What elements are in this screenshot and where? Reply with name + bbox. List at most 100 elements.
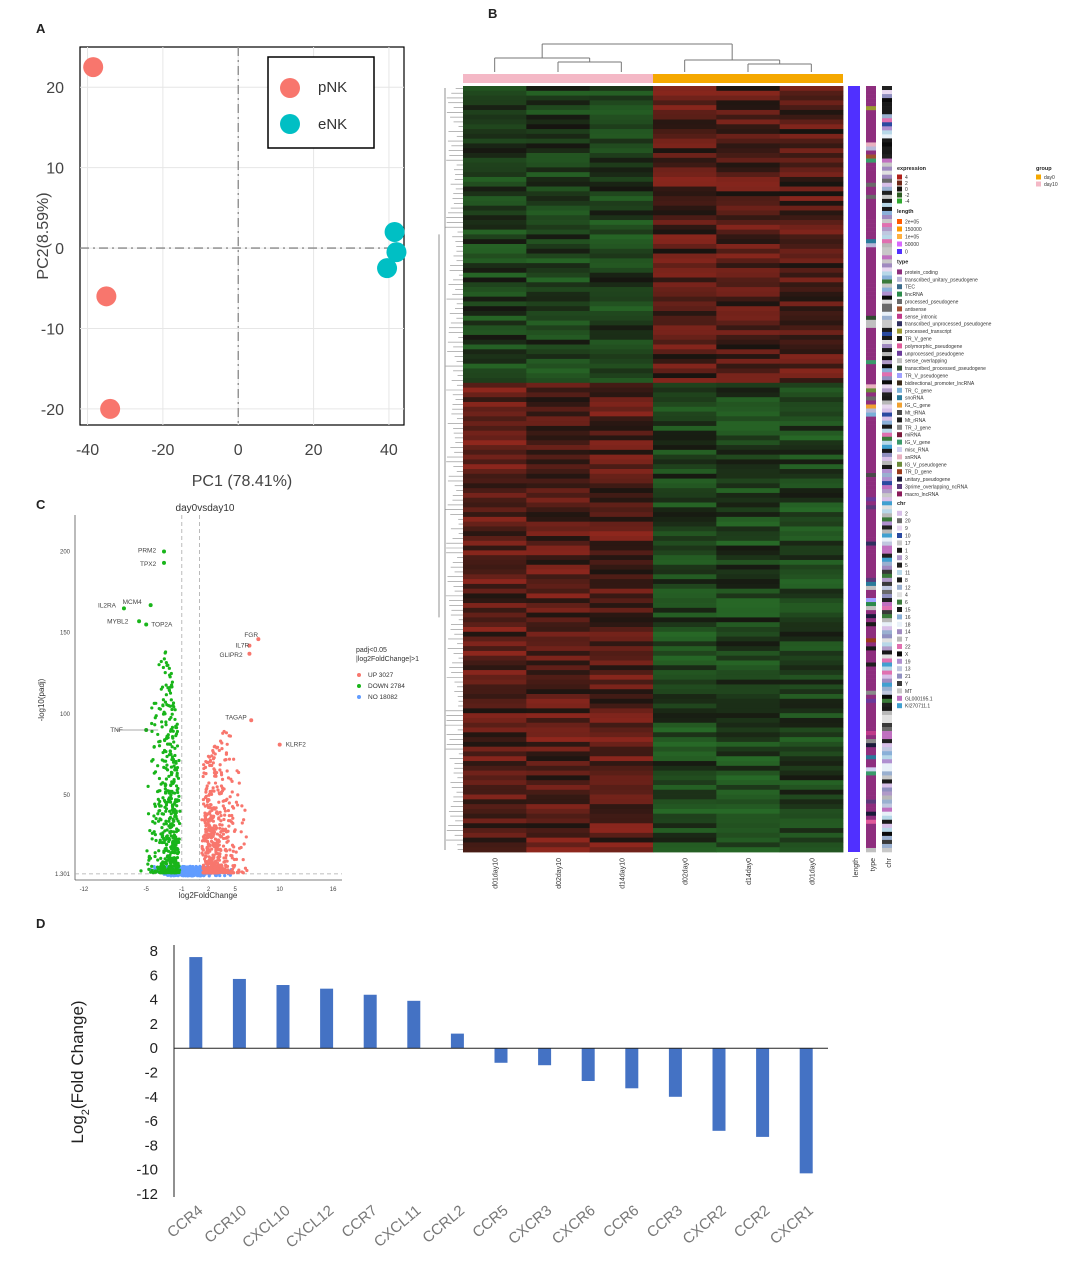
heatmap-cell: [653, 181, 717, 187]
chr-stripe: [882, 368, 892, 373]
heatmap-cell: [653, 478, 717, 484]
volcano-point-up: [230, 867, 235, 872]
volcano-point-up: [202, 866, 206, 870]
heatmap-cell: [779, 488, 844, 494]
chr-stripe: [882, 654, 892, 659]
heatmap-legend-swatch: [897, 592, 902, 598]
volcano-point-up: [209, 803, 213, 807]
volcano-point-up: [218, 826, 222, 830]
heatmap-cell: [653, 727, 717, 733]
heatmap-cell: [526, 670, 591, 676]
heatmap-cell: [526, 732, 591, 738]
heatmap-cell: [526, 784, 591, 791]
type-stripe: [866, 134, 876, 139]
heatmap-cell: [463, 445, 527, 451]
heatmap-legend-item: sense_intronic: [905, 314, 938, 320]
heatmap-cell: [653, 799, 717, 805]
heatmap-cell: [463, 215, 527, 221]
chr-stripe: [882, 412, 892, 417]
heatmap-cell: [589, 210, 654, 216]
type-stripe: [866, 372, 876, 377]
heatmap-cell: [589, 172, 654, 178]
heatmap-cell: [716, 124, 781, 130]
volcano-y-tick: 200: [60, 550, 71, 556]
heatmap-cell: [779, 210, 844, 216]
heatmap-cell: [779, 727, 844, 733]
heatmap-legend-swatch: [897, 417, 902, 423]
volcano-point-down: [161, 698, 166, 702]
heatmap-cell: [589, 387, 654, 393]
pca-y-tick: 10: [46, 161, 64, 178]
heatmap-cell: [463, 296, 527, 302]
heatmap-cell: [589, 593, 654, 599]
type-stripe: [866, 251, 876, 256]
volcano-point-down: [168, 749, 172, 753]
type-stripe: [866, 404, 876, 409]
volcano-point-up: [218, 792, 222, 796]
type-stripe: [866, 348, 876, 353]
volcano-point-down: [150, 729, 154, 733]
chr-stripe: [882, 735, 892, 740]
volcano-point-down: [170, 680, 174, 684]
heatmap-cell: [779, 765, 844, 772]
heatmap-cell: [716, 401, 781, 408]
heatmap-cell: [463, 756, 527, 762]
heatmap-cell: [463, 713, 527, 719]
heatmap-cell: [653, 138, 717, 144]
heatmap-cell: [526, 196, 591, 202]
heatmap-cell: [463, 684, 527, 690]
heatmap-cell: [589, 722, 654, 728]
type-stripe: [866, 521, 876, 526]
volcano-point-down: [164, 860, 168, 864]
heatmap-cell: [653, 320, 717, 326]
type-stripe: [866, 541, 876, 546]
heatmap-legend-swatch: [897, 518, 902, 524]
heatmap-cell: [779, 808, 844, 815]
type-stripe: [866, 202, 876, 208]
heatmap-cell: [716, 435, 781, 441]
heatmap-cell: [653, 363, 717, 369]
heatmap-cell: [463, 636, 527, 642]
heatmap-cell: [653, 430, 717, 436]
volcano-legend-down: DOWN 2784: [368, 683, 405, 690]
heatmap-cell: [716, 794, 781, 800]
heatmap-legend-swatch: [897, 432, 902, 438]
heatmap-cell: [779, 401, 844, 408]
heatmap-cell: [653, 349, 717, 355]
heatmap-cell: [653, 263, 717, 269]
volcano-point-up: [230, 790, 234, 794]
heatmap-cell: [589, 411, 654, 417]
heatmap-cell: [716, 531, 781, 537]
heatmap-cell: [589, 200, 654, 207]
heatmap-cell: [463, 248, 527, 254]
heatmap-cell: [463, 382, 527, 389]
heatmap-cell: [526, 526, 591, 532]
heatmap-cell: [589, 780, 654, 786]
volcano-point-up: [210, 847, 214, 851]
heatmap-cell: [653, 780, 717, 786]
heatmap-cell: [463, 100, 527, 106]
heatmap-cell: [589, 818, 654, 824]
heatmap-cell: [463, 200, 527, 207]
type-stripe: [866, 581, 876, 587]
type-stripe: [866, 460, 876, 466]
volcano-point-up: [212, 844, 216, 848]
heatmap-cell: [463, 105, 527, 111]
heatmap-cell: [653, 86, 717, 92]
heatmap-cell: [653, 804, 717, 810]
heatmap-cell: [653, 531, 717, 537]
volcano-point-down: [177, 868, 181, 872]
heatmap-cell: [463, 363, 527, 369]
heatmap-cell: [526, 531, 591, 537]
bar-y-axis-label-main: Log: [68, 1115, 87, 1143]
heatmap-cell: [526, 287, 591, 293]
heatmap-legend-swatch: [897, 491, 902, 497]
heatmap-cell: [779, 248, 844, 254]
heatmap-legend-item: 19: [905, 659, 911, 665]
volcano-gene-label: IL7R: [235, 643, 249, 650]
volcano-point-up: [219, 819, 223, 823]
heatmap-cell: [526, 382, 591, 389]
bar-category-label: CXCL11: [371, 1202, 425, 1251]
heatmap-cell: [526, 751, 591, 757]
